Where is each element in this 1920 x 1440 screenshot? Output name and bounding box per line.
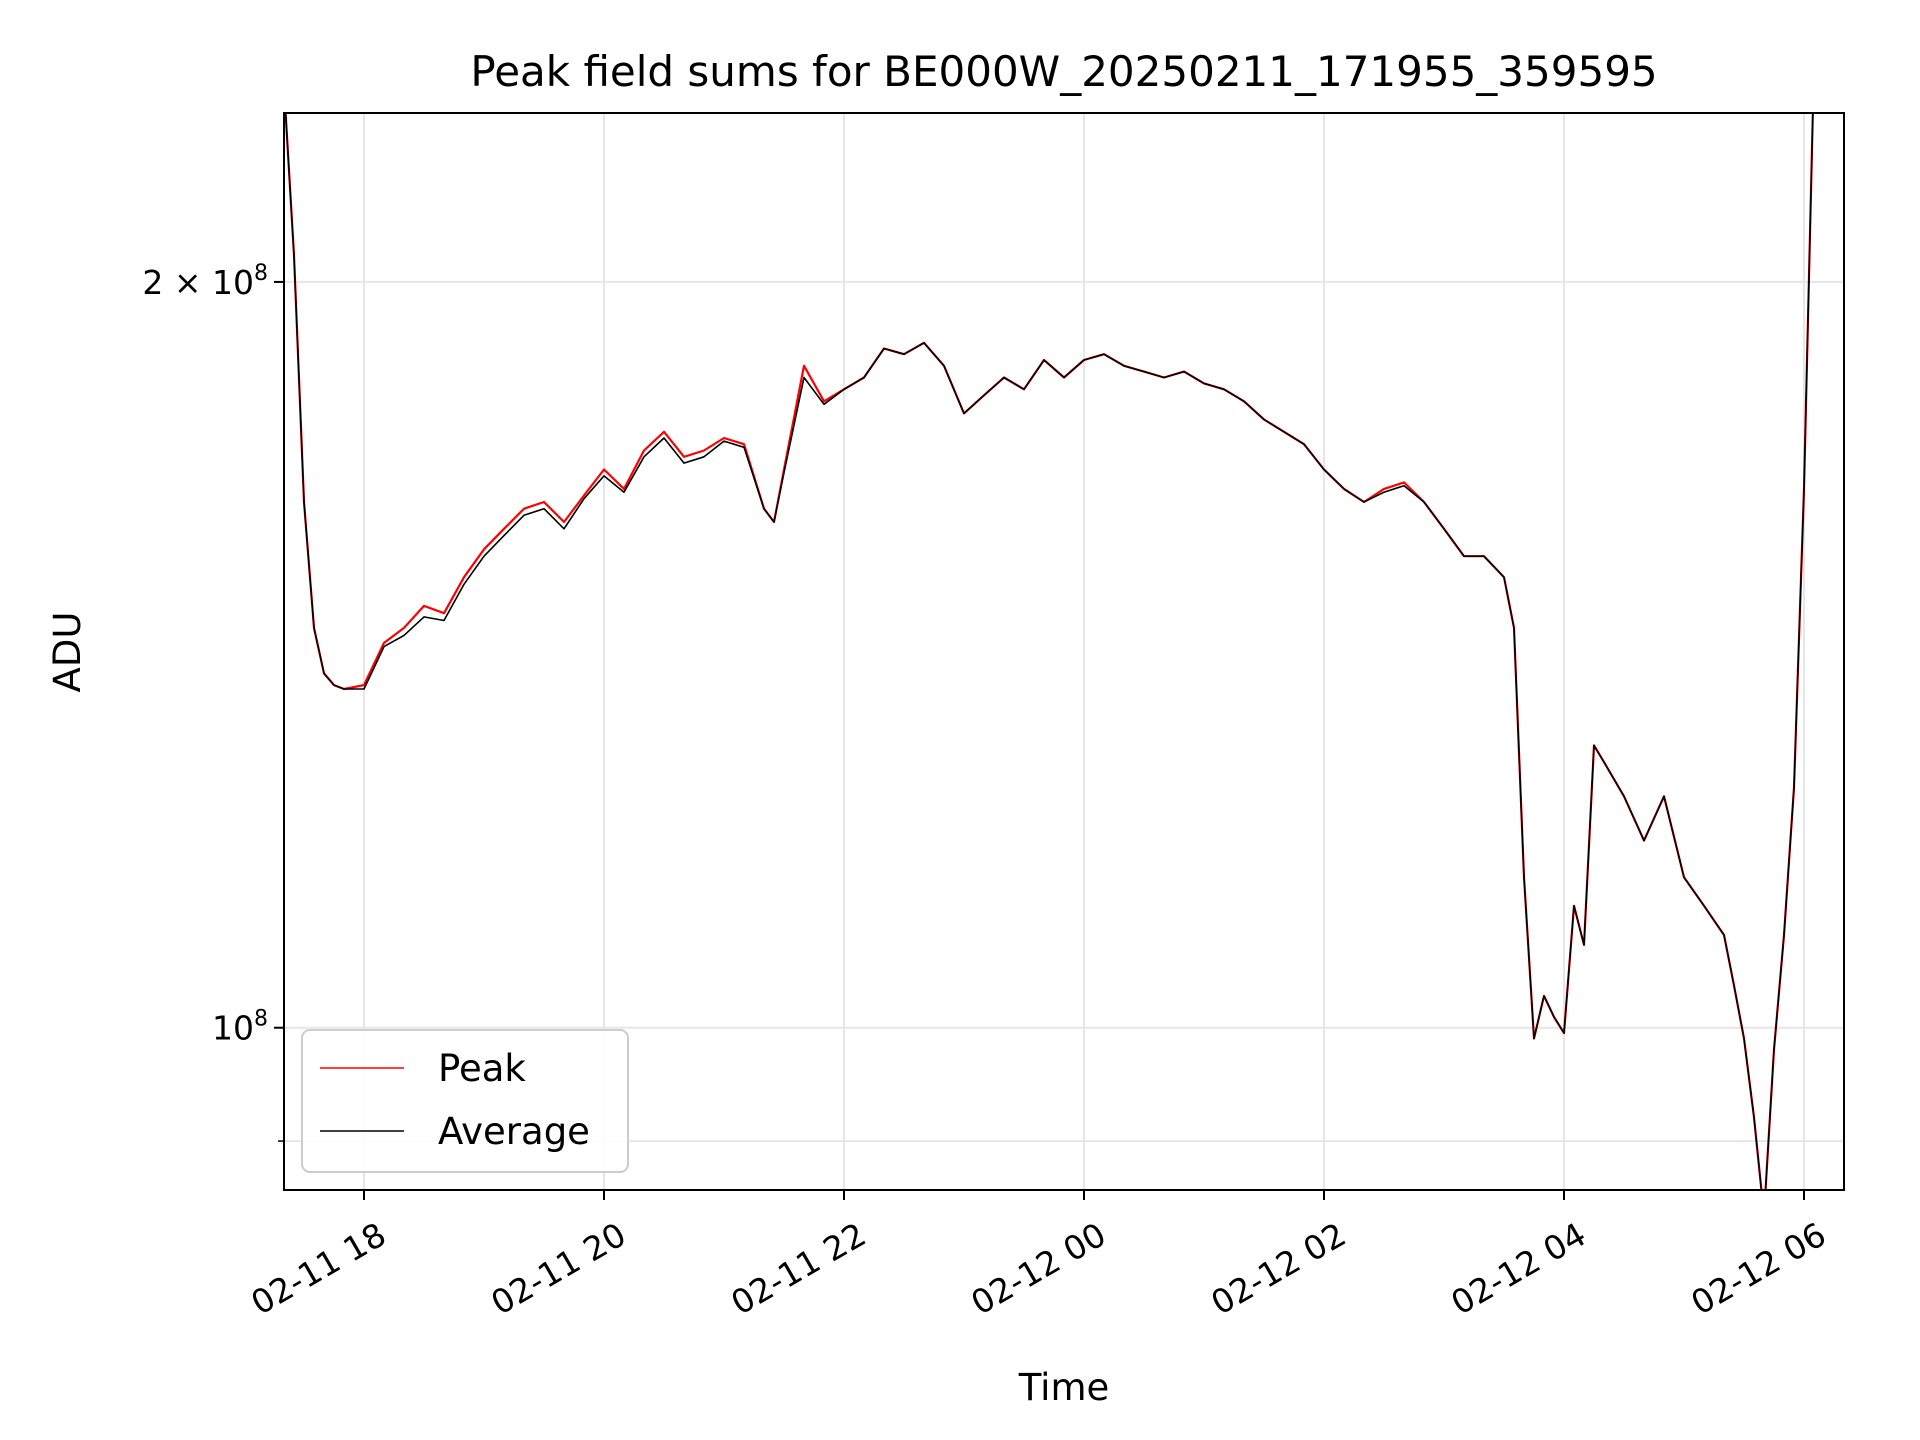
- legend: Peak Average: [301, 1029, 629, 1173]
- y-tick-exponent: 8: [254, 1007, 268, 1032]
- chart-title: Peak field sums for BE000W_20250211_1719…: [470, 47, 1657, 96]
- legend-label-peak: Peak: [438, 1047, 526, 1090]
- y-tick-label: 108: [212, 1007, 268, 1048]
- grid-lines: [284, 113, 1844, 1190]
- series-line-average: [284, 113, 1814, 1190]
- legend-box: [301, 1029, 629, 1173]
- y-tick-exponent: 8: [254, 261, 268, 286]
- series-layer: [284, 113, 1814, 1190]
- legend-label-average: Average: [438, 1110, 590, 1153]
- y-tick-base: 2 × 10: [142, 263, 254, 302]
- y-axis-label: ADU: [46, 612, 89, 693]
- plot-frame: [283, 112, 1845, 1191]
- y-tick-base: 10: [212, 1009, 254, 1048]
- y-tick-label: 2 × 108: [142, 261, 268, 302]
- x-axis-label: Time: [1018, 1366, 1110, 1409]
